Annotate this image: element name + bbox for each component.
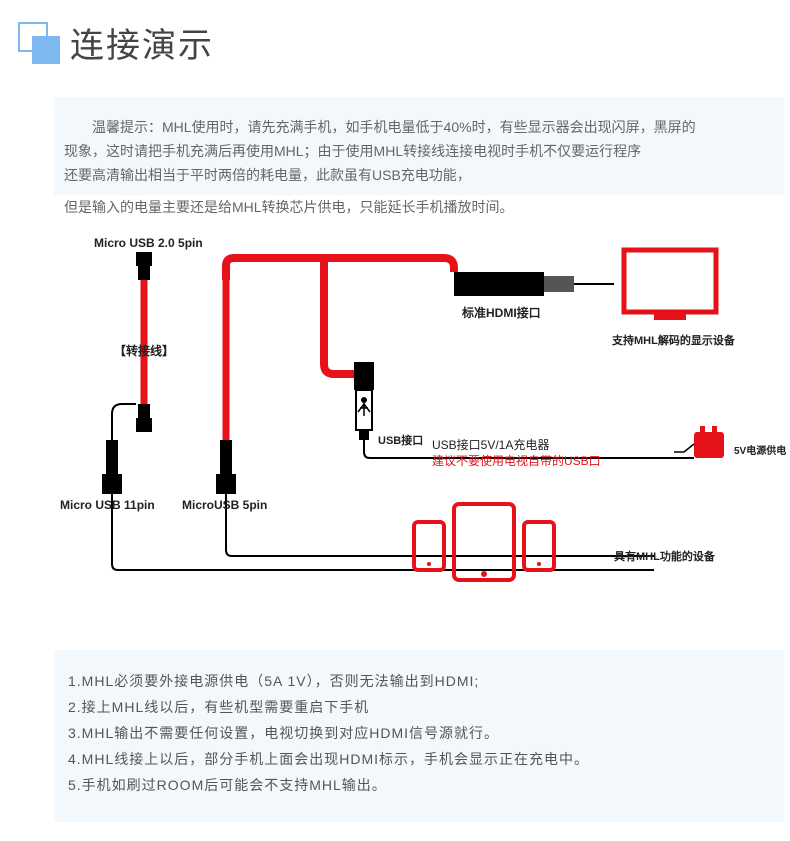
label-mhl-device: 具有MHL功能的设备 bbox=[614, 548, 715, 564]
notes-panel: 1.MHL必须要外接电源供电（5A 1V），否则无法输出到HDMI; 2.接上M… bbox=[54, 650, 784, 822]
label-5v: 5V电源供电 bbox=[734, 442, 786, 457]
note-line: 1.MHL必须要外接电源供电（5A 1V），否则无法输出到HDMI; bbox=[68, 668, 770, 694]
tip-line: 现象，这时请把手机充满后再使用MHL；由于使用MHL转接线连接电视时手机不仅要运… bbox=[64, 139, 774, 163]
label-micro11: Micro USB 11pin bbox=[60, 498, 155, 512]
label-hdmi: 标准HDMI接口 bbox=[462, 304, 541, 321]
note-line: 3.MHL输出不需要任何设置，电视切换到对应HDMI信号源就行。 bbox=[68, 720, 770, 746]
label-hdmi-device: 支持MHL解码的显示设备 bbox=[612, 332, 735, 348]
connection-diagram: Micro USB 2.0 5pin 【转接线】 Micro USB 11pin… bbox=[54, 244, 784, 624]
label-micro5: MicroUSB 5pin bbox=[182, 498, 267, 512]
note-line: 4.MHL线接上以后，部分手机上面会出现HDMI标示，手机会显示正在充电中。 bbox=[68, 746, 770, 772]
tip-line: 还要高清输出相当于平时两倍的耗电量，此款虽有USB充电功能， bbox=[64, 163, 774, 187]
note-line: 2.接上MHL线以后，有些机型需要重启下手机 bbox=[68, 694, 770, 720]
label-usb-warn: 建议不要使用电视自带的USB口 bbox=[432, 452, 601, 469]
label-usb-desc: USB接口5V/1A充电器 bbox=[432, 436, 549, 453]
tip-panel: 温馨提示：MHL使用时，请先充满手机，如手机电量低于40%时，有些显示器会出现闪… bbox=[54, 97, 784, 195]
label-adapter: 【转接线】 bbox=[114, 342, 174, 359]
label-usb: USB接口 bbox=[378, 432, 423, 448]
tip-line: 温馨提示：MHL使用时，请先充满手机，如手机电量低于40%时，有些显示器会出现闪… bbox=[64, 115, 774, 139]
header-icon bbox=[18, 22, 60, 64]
page-title: 连接演示 bbox=[70, 18, 214, 67]
tip-line-extra: 但是输入的电量主要还是给MHL转换芯片供电，只能延长手机播放时间。 bbox=[54, 195, 784, 219]
label-micro-top: Micro USB 2.0 5pin bbox=[94, 236, 203, 250]
section-header: 连接演示 bbox=[0, 0, 790, 67]
note-line: 5.手机如刷过ROOM后可能会不支持MHL输出。 bbox=[68, 772, 770, 798]
